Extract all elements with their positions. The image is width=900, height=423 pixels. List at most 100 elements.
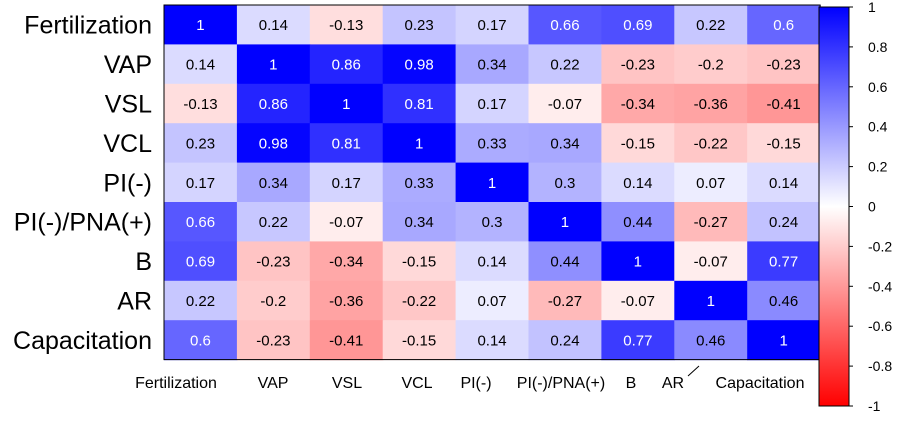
column-label: VCL	[401, 375, 432, 392]
column-label: AR	[662, 375, 684, 392]
cell-value-label: 1	[415, 135, 423, 152]
heatmap-cell	[309, 123, 384, 164]
heatmap-cell	[164, 44, 238, 85]
heatmap-cell	[528, 320, 602, 361]
cell-value-label: 0.44	[623, 214, 652, 231]
cell-value-label: 0.66	[550, 17, 579, 34]
cell-value-label: 1	[196, 17, 204, 34]
column-label: VSL	[332, 375, 362, 392]
cell-value-label: 0.44	[550, 254, 579, 271]
cell-value-label: 0.86	[332, 57, 361, 74]
cell-value-label: -0.07	[621, 293, 655, 310]
cell-value-label: 0.17	[477, 17, 506, 34]
heatmap-cell	[382, 202, 457, 242]
colorbar-tick-label: 0.6	[868, 79, 888, 95]
cell-value-label: 0.81	[405, 96, 434, 113]
cell-value-label: 0.17	[332, 175, 361, 192]
heatmap-cell	[309, 280, 384, 321]
cell-value-label: -0.07	[329, 214, 363, 231]
colorbar-tick-label: -0.6	[868, 318, 892, 334]
cell-value-label: 0.23	[186, 135, 215, 152]
heatmap-cell	[164, 162, 238, 203]
heatmap-cell	[236, 44, 311, 85]
cell-value-label: 0.22	[550, 57, 579, 74]
heatmap-cell	[528, 280, 602, 321]
heatmap-cell	[601, 241, 675, 282]
colorbar-tick-label: -0.2	[868, 238, 892, 254]
cell-value-label: -0.13	[329, 17, 363, 34]
cell-value-label: 0.34	[405, 214, 434, 231]
cell-value-label: -0.36	[694, 96, 728, 113]
cell-value-label: -0.23	[767, 57, 801, 74]
heatmap-cell	[236, 241, 311, 282]
heatmap-cell	[309, 44, 384, 85]
cell-value-label: -0.15	[402, 254, 436, 271]
ar-label-leader-line	[687, 365, 700, 377]
cell-value-label: -0.23	[621, 57, 655, 74]
column-label: VAP	[258, 375, 289, 392]
cell-value-label: 0.07	[696, 175, 725, 192]
heatmap-cell	[382, 83, 457, 124]
cell-value-label: 0.22	[186, 293, 215, 310]
row-label: Capacitation	[13, 327, 152, 355]
heatmap-cell	[382, 44, 457, 85]
heatmap-cell	[382, 123, 457, 164]
cell-value-label: -0.2	[698, 57, 724, 74]
heatmap-cell	[674, 202, 748, 242]
heatmap-cell	[455, 5, 530, 45]
cell-value-label: -0.41	[329, 332, 363, 349]
heatmap-cell	[674, 162, 748, 203]
cell-value-label: -0.27	[694, 214, 728, 231]
heatmap-cell	[601, 123, 675, 164]
heatmap-cell	[382, 320, 457, 361]
cell-value-label: -0.2	[260, 293, 286, 310]
heatmap-cell	[309, 241, 384, 282]
heatmap-cell	[236, 123, 311, 164]
cell-value-label: 0.98	[259, 135, 288, 152]
heatmap-cell	[164, 280, 238, 321]
cell-value-label: -0.23	[256, 332, 290, 349]
cell-value-label: 0.77	[769, 254, 798, 271]
column-label: Capacitation	[716, 375, 805, 392]
cell-value-label: -0.41	[767, 96, 801, 113]
cell-value-label: -0.07	[548, 96, 582, 113]
cell-value-label: 1	[342, 96, 350, 113]
cell-value-label: -0.23	[256, 254, 290, 271]
heatmap-cell	[747, 83, 821, 124]
heatmap-cell	[164, 241, 238, 282]
cell-value-label: 0.14	[769, 175, 798, 192]
column-labels: Fertilization VAP VSL VCL PI(-) PI(-)/PNA(+) B…	[135, 375, 804, 392]
cell-value-label: 0.24	[550, 332, 579, 349]
cell-value-label: 1	[488, 175, 496, 192]
cell-value-label: -0.13	[183, 96, 217, 113]
heatmap-cell	[674, 44, 748, 85]
row-label: PI(-)	[103, 169, 152, 197]
colorbar-gradient	[818, 6, 850, 407]
heatmap-cell	[455, 44, 530, 85]
column-label: PI(-)/PNA(+)	[517, 375, 605, 392]
heatmap-cell	[601, 162, 675, 203]
heatmap-cell	[236, 202, 311, 242]
cell-value-label: 0.14	[477, 254, 506, 271]
heatmap-cell	[309, 83, 384, 124]
heatmap-cell	[747, 202, 821, 242]
column-label: B	[626, 375, 637, 392]
colorbar-tick-label: -1	[868, 398, 881, 414]
heatmap-cell	[236, 83, 311, 124]
cell-value-label: 0.69	[186, 254, 215, 271]
heatmap-cell	[309, 202, 384, 242]
cell-value-label: 0.14	[259, 17, 288, 34]
cell-value-label: -0.36	[329, 293, 363, 310]
heatmap-cell	[455, 241, 530, 282]
heatmap-cell	[601, 44, 675, 85]
cell-value-label: 0.6	[190, 332, 211, 349]
heatmap-cell	[674, 320, 748, 361]
cell-value-label: 0.23	[405, 17, 434, 34]
heatmap-cell	[747, 123, 821, 164]
cell-value-label: 0.33	[405, 175, 434, 192]
heatmap-cell	[455, 123, 530, 164]
cell-value-label: 0.24	[769, 214, 798, 231]
cell-value-label: 0.69	[623, 17, 652, 34]
heatmap-cell-labels: 1 0.14 -0.13 0.23 0.17 0.66 0.69 0.22 0.6 0.14 1 0.…	[183, 17, 800, 349]
